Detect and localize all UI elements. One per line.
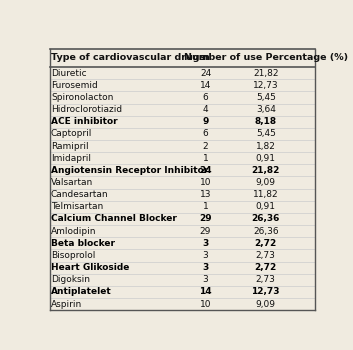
Text: Candesartan: Candesartan: [51, 190, 109, 199]
Text: 2,72: 2,72: [255, 239, 277, 248]
Text: 2,73: 2,73: [256, 275, 276, 284]
Text: Captopril: Captopril: [51, 130, 92, 138]
Text: 2,73: 2,73: [256, 251, 276, 260]
Text: 11,82: 11,82: [253, 190, 279, 199]
Text: n: n: [202, 54, 209, 62]
Text: 14: 14: [200, 81, 211, 90]
Text: 21,82: 21,82: [252, 166, 280, 175]
Text: 29: 29: [200, 227, 211, 236]
Text: 10: 10: [200, 178, 211, 187]
Text: 13: 13: [200, 190, 211, 199]
Text: 3,64: 3,64: [256, 105, 276, 114]
Text: Diuretic: Diuretic: [51, 69, 86, 78]
Text: 12,73: 12,73: [253, 81, 279, 90]
Text: Spironolacton: Spironolacton: [51, 93, 113, 102]
Text: 26,36: 26,36: [252, 215, 280, 224]
Text: 21,82: 21,82: [253, 69, 279, 78]
Text: Amlodipin: Amlodipin: [51, 227, 96, 236]
Text: 2,72: 2,72: [255, 263, 277, 272]
Text: 1: 1: [203, 202, 208, 211]
Text: 29: 29: [199, 215, 212, 224]
Text: 5,45: 5,45: [256, 130, 276, 138]
Text: Digoksin: Digoksin: [51, 275, 90, 284]
Text: Number of use Percentage (%): Number of use Percentage (%): [184, 54, 348, 62]
Text: Hidroclorotiazid: Hidroclorotiazid: [51, 105, 122, 114]
Text: 3: 3: [202, 263, 209, 272]
Text: 9,09: 9,09: [256, 300, 276, 309]
Text: 6: 6: [203, 130, 208, 138]
Text: Bisoprolol: Bisoprolol: [51, 251, 95, 260]
Text: Valsartan: Valsartan: [51, 178, 93, 187]
Text: Furosemid: Furosemid: [51, 81, 98, 90]
Text: 12,73: 12,73: [251, 287, 280, 296]
Text: 9: 9: [202, 117, 209, 126]
Text: Imidapril: Imidapril: [51, 154, 91, 163]
Text: Angiotensin Receptor Inhibitor: Angiotensin Receptor Inhibitor: [51, 166, 208, 175]
Text: 3: 3: [202, 239, 209, 248]
Text: 4: 4: [203, 105, 208, 114]
Text: 9,09: 9,09: [256, 178, 276, 187]
Text: Heart Glikoside: Heart Glikoside: [51, 263, 129, 272]
Text: 1: 1: [203, 154, 208, 163]
Text: Ramipril: Ramipril: [51, 141, 89, 150]
Text: 3: 3: [203, 251, 208, 260]
Text: 14: 14: [199, 287, 212, 296]
Text: 6: 6: [203, 93, 208, 102]
Text: 2: 2: [203, 141, 208, 150]
Text: 10: 10: [200, 300, 211, 309]
Text: 3: 3: [203, 275, 208, 284]
Text: 26,36: 26,36: [253, 227, 279, 236]
Text: 0,91: 0,91: [256, 154, 276, 163]
Text: Type of cardiovascular drugs: Type of cardiovascular drugs: [51, 54, 205, 62]
Text: ACE inhibitor: ACE inhibitor: [51, 117, 118, 126]
Text: Beta blocker: Beta blocker: [51, 239, 115, 248]
Text: Antiplatelet: Antiplatelet: [51, 287, 112, 296]
Text: Telmisartan: Telmisartan: [51, 202, 103, 211]
Text: 0,91: 0,91: [256, 202, 276, 211]
Text: 5,45: 5,45: [256, 93, 276, 102]
Text: Calcium Channel Blocker: Calcium Channel Blocker: [51, 215, 177, 224]
Text: Aspirin: Aspirin: [51, 300, 82, 309]
Text: 8,18: 8,18: [255, 117, 277, 126]
Text: 24: 24: [200, 69, 211, 78]
Text: 1,82: 1,82: [256, 141, 276, 150]
Text: 24: 24: [199, 166, 212, 175]
